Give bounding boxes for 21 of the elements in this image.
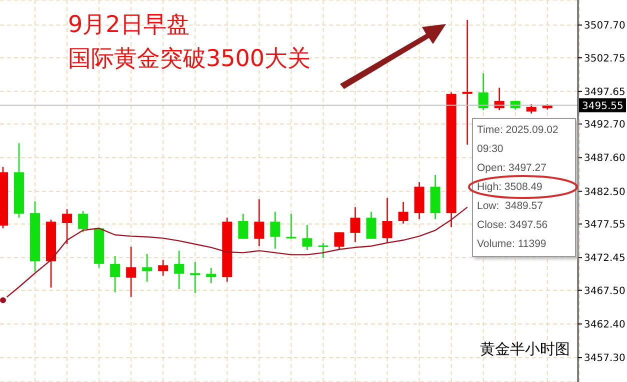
annotation: Time: 2025.09.02 09:30: [477, 123, 560, 157]
text: 国际黄金突破3500大关: [68, 45, 311, 74]
text: 9月2日早盘: [68, 11, 190, 40]
y-tick-label: 3462.40: [584, 319, 626, 330]
y-tick-label: 3497.65: [584, 86, 626, 98]
y-tick-label: 3492.70: [584, 120, 626, 131]
y-tick-label: 3482.50: [584, 186, 626, 198]
y-tick-label: 3467.50: [584, 286, 626, 297]
y-tick-label: 3457.30: [584, 353, 626, 364]
annotation: Open: 3497.27: [477, 161, 548, 176]
y-tick-label: 3472.45: [584, 253, 626, 264]
annotation: Volume: 11399: [477, 237, 548, 252]
annotation: Low: 3489.57: [477, 199, 544, 214]
annotation: High: 3508.49: [477, 180, 544, 195]
ref-line-label: 3495.55: [582, 101, 624, 112]
annotation: Close: 3497.56: [477, 218, 549, 233]
annotation: 黄金半小时图: [480, 340, 570, 359]
y-tick-label: 3507.70: [584, 20, 626, 32]
y-tick-label: 3487.60: [584, 153, 626, 164]
y-tick-label: 3477.55: [584, 220, 626, 231]
y-tick-label: 3502.75: [584, 53, 626, 64]
